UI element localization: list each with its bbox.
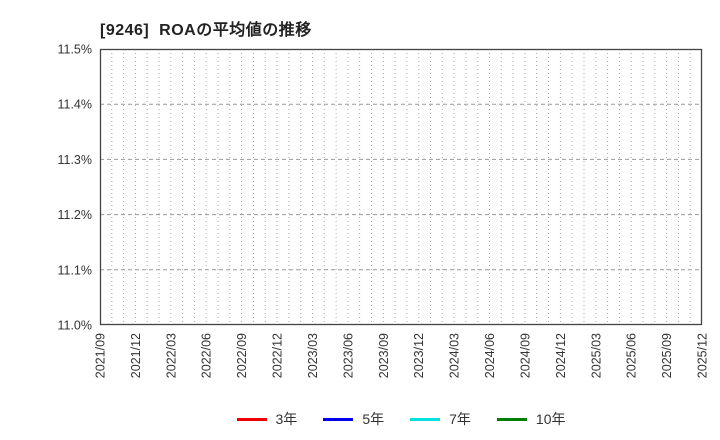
x-axis-tick-label: 2025/03 [589, 333, 603, 378]
x-axis-tick-label: 2025/12 [696, 333, 710, 378]
y-axis-tick-label: 11.5% [57, 43, 92, 57]
legend-line-swatch [496, 417, 527, 421]
x-axis-tick-label: 2023/09 [377, 333, 391, 378]
legend: 3年 5年 7年 10年 [100, 404, 702, 434]
y-axis-tick-label: 11.4% [57, 98, 92, 112]
x-axis-tick-label: 2024/09 [518, 333, 532, 378]
y-axis-tick-label: 11.1% [57, 263, 92, 277]
legend-label: 10年 [535, 411, 566, 427]
x-axis-tick-label: 2022/12 [271, 333, 285, 378]
y-axis-tick-label: 11.0% [57, 319, 92, 333]
x-axis-tick-label: 2024/06 [483, 333, 497, 378]
y-axis-tick-label: 11.3% [57, 153, 92, 167]
y-axis-tick-label: 11.2% [57, 208, 92, 222]
legend-label: 3年 [275, 411, 298, 427]
plot-area: 11.0% 11.1% 11.2% 11.3% 11.4% 11.5% 2021/09 202… [57, 43, 710, 379]
x-axis-tick-label: 2023/03 [306, 333, 320, 378]
legend-line-swatch [410, 417, 441, 421]
x-axis-tick-label: 2022/09 [235, 333, 249, 378]
legend-label: 7年 [449, 411, 471, 427]
plot-border [99, 48, 703, 326]
x-axis-tick-label: 2024/03 [448, 333, 462, 378]
x-axis-tick-label: 2022/03 [164, 333, 178, 378]
legend-line-swatch [323, 417, 354, 421]
x-axis-tick-label: 2024/12 [554, 333, 568, 378]
x-axis-tick-label: 2025/06 [625, 333, 639, 378]
x-axis-tick-label: 2021/09 [94, 333, 108, 378]
x-axis-tick-label: 2021/12 [129, 333, 143, 378]
x-axis-tick-label: 2023/12 [412, 333, 426, 378]
legend-label: 5年 [362, 411, 385, 427]
legend-item: 3年 [236, 411, 298, 427]
x-axis-tick-label: 2025/09 [660, 333, 674, 378]
legend-line-swatch [236, 417, 267, 421]
legend-item: 5年 [323, 412, 384, 426]
x-axis-tick-label: 2023/06 [341, 333, 355, 378]
legend-item: 7年 [410, 412, 471, 426]
legend-item: 10年 [496, 411, 566, 427]
chart-title: [9246] ROAの平均値の推移 [100, 22, 312, 39]
x-axis-tick-label: 2022/06 [200, 333, 214, 378]
